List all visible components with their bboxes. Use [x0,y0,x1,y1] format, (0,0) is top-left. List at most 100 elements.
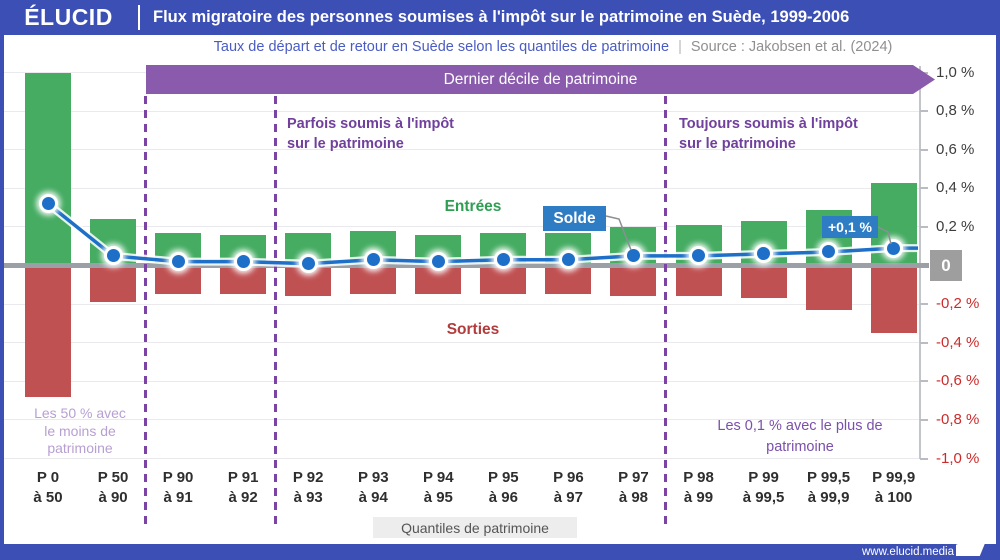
x-category-label: P 94 à 95 [398,468,478,508]
x-category-label: P 91 à 92 [203,468,283,508]
top01-annotation: Les 0,1 % avec le plus de patrimoine [685,416,915,458]
x-category-label: P 92 à 93 [268,468,348,508]
gridline [4,187,920,189]
footer-bar [0,544,1000,560]
x-label-bottom: à 91 [163,489,193,506]
x-label-top: P 92 [292,469,324,486]
right-frame-edge [996,35,1000,560]
x-label-bottom: à 50 [33,489,63,506]
y-tick-label: 0,4 % [936,179,975,197]
source-credit: Source : Jakobsen et al. (2024) [690,38,893,55]
subtitle-divider: | [678,38,682,55]
solde-point [493,250,513,270]
x-label-bottom: à 93 [293,489,323,506]
x-label-top: P 99,5 [807,469,851,486]
bottom50-line2: le moins de [44,422,116,439]
x-label-bottom: à 100 [874,489,913,506]
always-taxed-line1: Toujours soumis à l'impôt [679,116,858,132]
always-taxed-line2: sur le patrimoine [679,136,796,152]
point-value-callout: +0,1 % [822,216,878,238]
bar-sorties [870,265,917,334]
y-tick [920,457,928,460]
bar-sorties [740,265,787,299]
x-label-bottom: à 92 [228,489,258,506]
gridline [4,110,920,112]
solde-callout: Solde [543,206,606,231]
x-category-label: P 96 à 97 [528,468,608,508]
x-label-top: P 93 [357,469,389,486]
x-category-label: P 99,5 à 99,9 [789,468,869,508]
top-decile-banner: Dernier décile de patrimoine [146,65,935,94]
bar-sorties [480,265,527,295]
x-label-top: P 99 [748,469,779,486]
x-category-label: P 95 à 96 [463,468,543,508]
bar-sorties [610,265,657,297]
solde-point [363,250,383,270]
series-label-sorties: Sorties [446,321,500,338]
x-label-top: P 99,9 [872,469,916,486]
x-category-label: P 97 à 98 [593,468,673,508]
gridline [4,149,920,151]
bar-entrees [25,72,71,266]
y-tick-label: 1,0 % [936,63,975,81]
zero-axis-label: 0 [930,250,962,281]
top01-line2: patrimoine [766,439,834,455]
solde-point [884,238,904,258]
elucid-logo: ÉLUCID [24,4,113,30]
y-tick [920,110,928,113]
bar-sorties [350,265,397,295]
solde-point [298,254,318,274]
x-label-top: P 95 [488,469,519,486]
y-tick [920,187,928,190]
x-category-label: P 0 à 50 [8,468,88,508]
y-axis-line [919,66,921,459]
bottom50-annotation: Les 50 % avec le moins de patrimoine [15,405,145,458]
y-tick-label: -0,2 % [936,295,980,313]
zero-baseline [4,263,929,268]
solde-point [558,250,578,270]
bar-sorties [90,265,137,303]
chart-subtitle: Taux de départ et de retour en Suède sel… [213,38,670,55]
y-tick-label: 0,8 % [936,102,975,120]
bar-sorties [25,265,71,397]
top01-line1: Les 0,1 % avec le plus de [717,418,883,434]
x-label-bottom: à 99,9 [807,489,850,506]
y-tick-label: -0,4 % [936,333,980,351]
subtitle-row: Taux de départ et de retour en Suède sel… [110,35,996,58]
y-tick-label: 0,6 % [936,140,975,158]
always-taxed-annotation: Toujours soumis à l'impôt sur le patrimo… [679,114,858,154]
header-bar: ÉLUCID Flux migratoire des personnes sou… [0,0,1000,35]
bottom50-line1: Les 50 % avec [34,405,126,421]
left-frame-edge [0,35,4,560]
x-category-label: P 50 à 90 [73,468,153,508]
top-decile-banner-label: Dernier décile de patrimoine [443,70,638,88]
sometimes-taxed-line2: sur le patrimoine [287,136,404,152]
x-label-top: P 94 [423,469,454,486]
y-tick [920,380,928,383]
x-label-bottom: à 98 [618,489,649,506]
solde-point [428,252,448,272]
website-url: www.elucid.media [861,546,954,558]
y-tick [920,148,928,151]
page-title: Flux migratoire des personnes soumises à… [153,8,850,26]
x-label-top: P 96 [553,469,584,486]
region-separator-line [144,96,148,530]
region-separator-line [664,96,668,530]
x-label-top: P 91 [227,469,259,486]
gridline [4,458,920,459]
y-tick [920,225,928,228]
x-label-bottom: à 97 [553,489,583,506]
sometimes-taxed-annotation: Parfois soumis à l'impôt sur le patrimoi… [287,114,454,154]
x-category-label: P 93 à 94 [333,468,413,508]
x-label-top: P 98 [683,469,714,486]
bottom50-line3: patrimoine [47,440,113,456]
x-label-top: P 97 [618,469,649,486]
x-label-bottom: à 99 [683,489,714,506]
gridline [4,303,920,305]
solde-point [38,194,58,214]
region-separator-line [274,96,278,530]
x-label-bottom: à 96 [488,489,518,506]
x-category-label: P 99 à 99,5 [724,468,804,508]
bar-sorties [805,265,852,310]
